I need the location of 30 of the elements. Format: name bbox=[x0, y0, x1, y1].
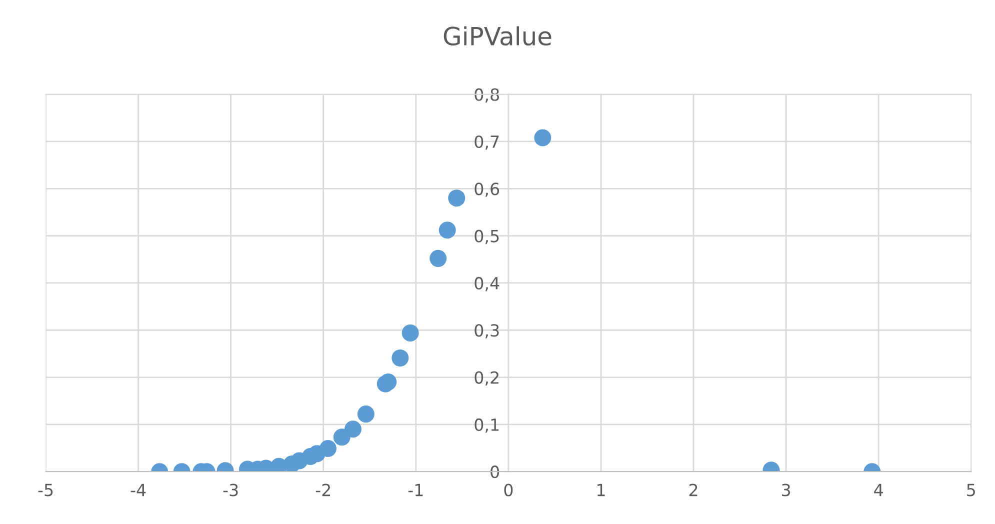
x-tick-label: -1 bbox=[408, 484, 423, 496]
x-tick-label: -4 bbox=[130, 484, 146, 496]
point bbox=[344, 420, 362, 438]
y-tick-label: 0,2 bbox=[474, 371, 498, 386]
x-tick-label: 1 bbox=[598, 484, 605, 496]
point bbox=[380, 373, 397, 390]
point bbox=[402, 324, 419, 342]
point bbox=[438, 222, 456, 239]
x-tick-label: 0 bbox=[504, 484, 513, 496]
point bbox=[357, 406, 374, 423]
y-tick-label: 0,5 bbox=[474, 230, 499, 244]
x-tick-label: -2 bbox=[316, 484, 330, 496]
x-tick-label: -5 bbox=[38, 484, 53, 496]
y-tick-label: 0,8 bbox=[474, 88, 499, 103]
y-tick-label: 0,1 bbox=[474, 418, 499, 433]
point bbox=[448, 190, 466, 207]
x-tick-label: 2 bbox=[689, 484, 698, 496]
x-tick-label: 5 bbox=[967, 484, 975, 496]
point bbox=[392, 349, 409, 366]
point bbox=[534, 129, 552, 146]
y-tick-label: 0,7 bbox=[474, 135, 499, 150]
x-tick-label: 3 bbox=[782, 484, 790, 496]
x-tick-label: -3 bbox=[223, 484, 238, 496]
y-tick-label: 0,6 bbox=[474, 182, 500, 197]
y-tick-label: 0,4 bbox=[474, 276, 500, 292]
point bbox=[319, 440, 337, 457]
y-tick-label: 0,3 bbox=[474, 324, 499, 338]
x-tick-label: 4 bbox=[874, 484, 883, 496]
point bbox=[430, 250, 447, 267]
chart-title: GiPValue bbox=[444, 26, 552, 46]
